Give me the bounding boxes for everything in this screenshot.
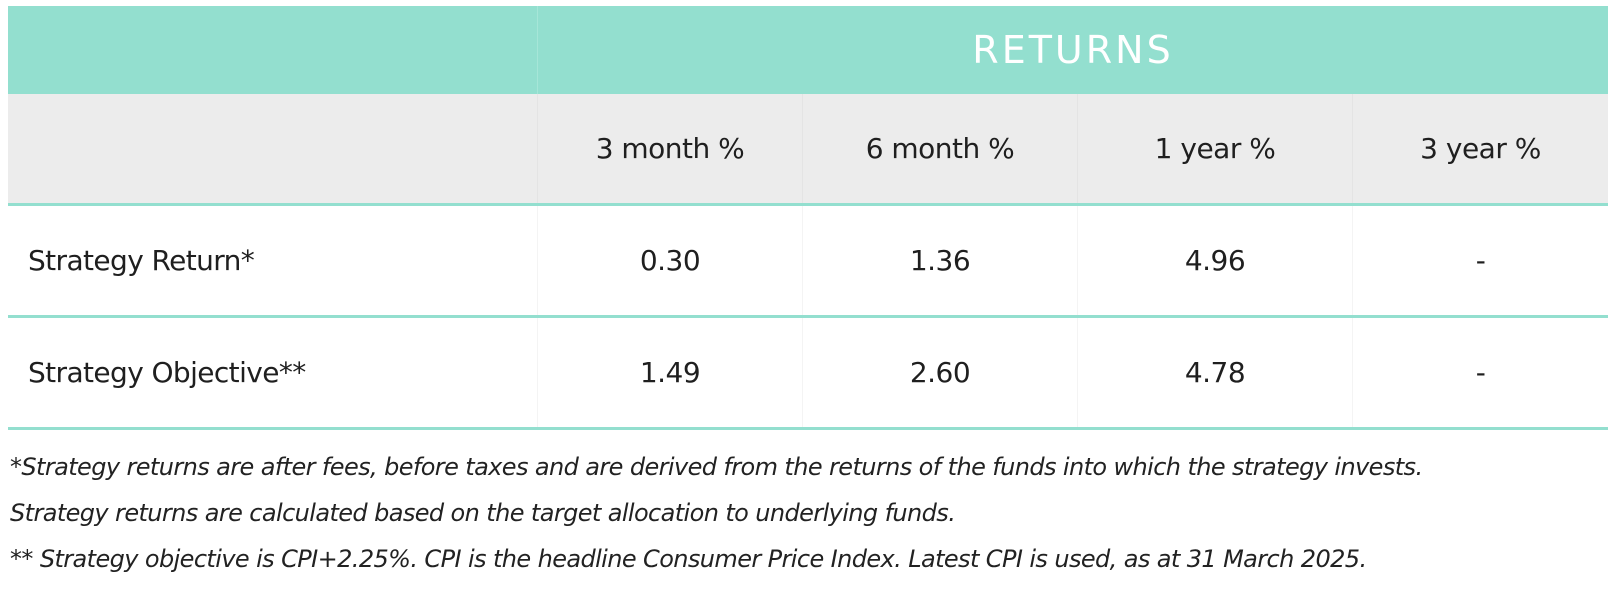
row-label-strategy-objective: Strategy Objective**: [8, 318, 538, 427]
table-cell: 0.30: [538, 206, 803, 315]
column-header-row: 3 month % 6 month % 1 year % 3 year %: [8, 94, 1608, 206]
footnote-allocation: Strategy returns are calculated based on…: [10, 499, 956, 527]
footnote-fees: *Strategy returns are after fees, before…: [10, 453, 1423, 481]
table-row: Strategy Return* 0.30 1.36 4.96 -: [8, 206, 1608, 318]
returns-header-band: RETURNS: [8, 6, 1608, 94]
column-header-6-month: 6 month %: [803, 94, 1078, 203]
table-cell: -: [1475, 356, 1486, 389]
footnotes: *Strategy returns are after fees, before…: [8, 430, 1608, 582]
table-cell: 1.36: [803, 206, 1078, 315]
column-header-1-year: 1 year %: [1078, 94, 1353, 203]
table-cell: 4.78: [1078, 318, 1353, 427]
footnote-objective: ** Strategy objective is CPI+2.25%. CPI …: [10, 545, 1367, 573]
column-header-label: [8, 94, 538, 203]
row-label-strategy-return: Strategy Return*: [8, 206, 538, 315]
table-cell: 4.96: [1078, 206, 1353, 315]
returns-title: RETURNS: [972, 28, 1174, 72]
table-cell: -: [1475, 244, 1486, 277]
header-blank-cell: [8, 6, 538, 94]
table-cell: 1.49: [538, 318, 803, 427]
column-header-3-year: 3 year %: [1420, 132, 1541, 165]
table-row: Strategy Objective** 1.49 2.60 4.78 -: [8, 318, 1608, 430]
column-header-3-month: 3 month %: [538, 94, 803, 203]
table-cell: 2.60: [803, 318, 1078, 427]
returns-table: RETURNS 3 month % 6 month % 1 year % 3 y…: [8, 6, 1608, 582]
